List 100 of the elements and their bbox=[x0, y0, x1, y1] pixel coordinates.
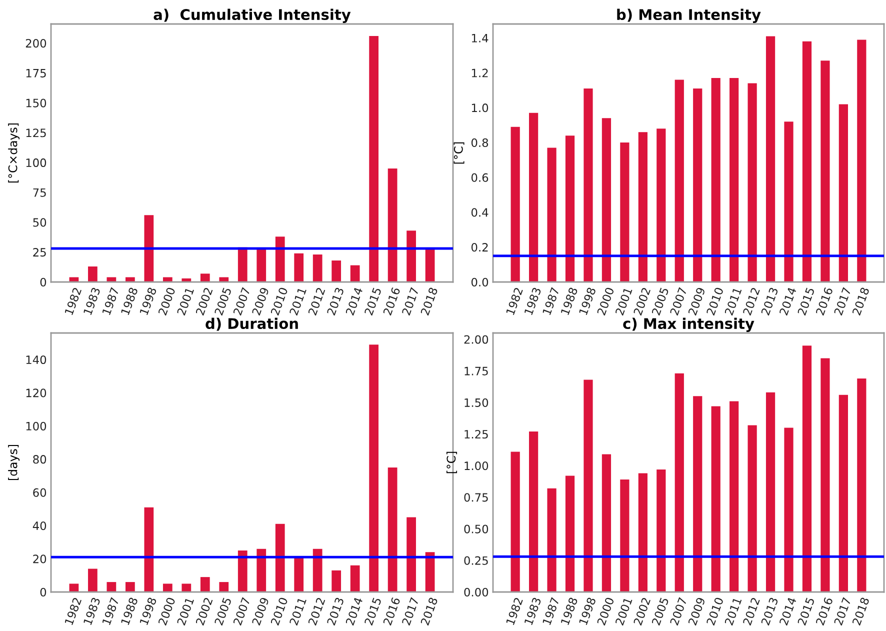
y-tick-label: 1.75 bbox=[464, 366, 488, 376]
x-tick-label: 2012 bbox=[742, 287, 760, 316]
x-tick-label: 2017 bbox=[402, 287, 420, 316]
y-tick-label: 0.8 bbox=[471, 138, 488, 148]
x-tick-label: 2013 bbox=[760, 287, 778, 316]
x-tick-label: 2016 bbox=[382, 286, 400, 316]
x-tick-label: 2005 bbox=[214, 287, 232, 316]
x-tick-label: 2011 bbox=[289, 287, 307, 316]
x-tick-label: 2016 bbox=[382, 596, 400, 626]
x-tick-label: 1988 bbox=[120, 596, 138, 626]
x-tick-label: 2017 bbox=[834, 287, 852, 316]
x-tick-label: 2013 bbox=[326, 287, 344, 316]
x-tick-label: 2005 bbox=[651, 597, 669, 626]
y-axis-title: [°C] bbox=[454, 142, 464, 164]
y-tick-label: 25 bbox=[33, 248, 46, 257]
y-tick-label: 2.00 bbox=[464, 335, 488, 344]
y-tick-label: 0.75 bbox=[464, 493, 488, 502]
x-tick-label: 2012 bbox=[742, 597, 760, 626]
x-tick-label: 1987 bbox=[102, 597, 120, 626]
x-tick-label: 2000 bbox=[596, 596, 614, 626]
y-tick-label: 0 bbox=[40, 278, 46, 286]
x-tick-label: 2001 bbox=[176, 287, 194, 316]
x-tick-label: 2005 bbox=[651, 287, 669, 316]
x-tick-label: 1983 bbox=[83, 597, 100, 626]
x-tick-label: 2010 bbox=[706, 286, 724, 316]
x-tick-label: 1982 bbox=[506, 597, 523, 626]
x-tick-label: 2009 bbox=[252, 596, 270, 626]
x-tick-label: 2011 bbox=[289, 597, 307, 626]
x-tick-label: 2000 bbox=[158, 286, 176, 316]
x-tick-label: 1983 bbox=[524, 287, 542, 316]
x-tick-label: 2012 bbox=[308, 597, 326, 626]
y-tick-label: 0.6 bbox=[471, 173, 488, 182]
x-tick-label: 2015 bbox=[797, 597, 815, 626]
x-tick-label: 2002 bbox=[633, 287, 651, 316]
x-tick-label: 2002 bbox=[633, 597, 651, 626]
x-tick-label: 1998 bbox=[578, 596, 596, 626]
y-tick-label: 60 bbox=[33, 488, 46, 497]
y-tick-label: 175 bbox=[26, 68, 46, 78]
x-tick-label: 2012 bbox=[308, 287, 326, 316]
x-tick-label: 2013 bbox=[326, 597, 344, 626]
x-tick-label: 2011 bbox=[724, 287, 742, 316]
y-tick-label: 75 bbox=[33, 188, 46, 197]
x-tick-label: 1998 bbox=[139, 286, 157, 316]
x-tick-label: 2002 bbox=[195, 287, 213, 316]
chart-title: d) Duration bbox=[206, 318, 298, 331]
x-tick-label: 1983 bbox=[524, 597, 542, 626]
x-tick-label: 2017 bbox=[834, 597, 852, 626]
x-tick-label: 1982 bbox=[506, 287, 523, 316]
x-tick-label: 2014 bbox=[779, 596, 797, 626]
x-tick-label: 2010 bbox=[270, 286, 288, 316]
x-tick-label: 2018 bbox=[852, 596, 870, 626]
x-tick-label: 2009 bbox=[688, 596, 706, 626]
y-tick-label: 1.25 bbox=[464, 430, 488, 439]
y-tick-label: 100 bbox=[26, 158, 46, 168]
chart-title: a) Cumulative Intensity bbox=[154, 8, 351, 23]
x-tick-label: 2000 bbox=[158, 596, 176, 626]
y-tick-label: 100 bbox=[26, 422, 46, 430]
x-tick-label: 2007 bbox=[232, 597, 250, 626]
x-tick-label: 1987 bbox=[542, 597, 560, 626]
x-tick-label: 2018 bbox=[852, 286, 870, 316]
chart-title: c) Max intensity bbox=[623, 318, 754, 332]
x-tick-label: 2007 bbox=[670, 597, 688, 626]
x-tick-label: 2014 bbox=[779, 286, 797, 316]
x-tick-label: 2014 bbox=[345, 596, 363, 626]
y-tick-label: 0.4 bbox=[471, 208, 488, 217]
x-tick-label: 2010 bbox=[270, 596, 288, 626]
y-axis-title: [°C] bbox=[446, 452, 458, 474]
chart-title: b) Mean Intensity bbox=[617, 8, 761, 23]
x-tick-label: 2000 bbox=[596, 286, 614, 316]
y-tick-label: 1.0 bbox=[472, 104, 488, 112]
x-tick-label: 2015 bbox=[364, 287, 382, 316]
x-tick-label: 2001 bbox=[615, 597, 632, 626]
x-tick-label: 1987 bbox=[542, 287, 560, 316]
x-tick-label: 1988 bbox=[560, 596, 578, 626]
x-tick-label: 2001 bbox=[176, 597, 194, 626]
y-tick-label: 40 bbox=[32, 521, 46, 530]
y-tick-label: 200 bbox=[26, 38, 46, 48]
x-tick-label: 2018 bbox=[420, 596, 438, 626]
y-tick-label: 140 bbox=[26, 355, 46, 364]
y-tick-label: 1.2 bbox=[472, 68, 488, 78]
x-tick-label: 2009 bbox=[688, 286, 706, 316]
x-tick-label: 1987 bbox=[102, 287, 120, 316]
y-tick-label: 0.0 bbox=[471, 278, 488, 286]
x-tick-label: 1982 bbox=[64, 287, 82, 316]
x-tick-label: 2015 bbox=[797, 287, 815, 316]
x-tick-label: 1988 bbox=[120, 286, 138, 316]
y-tick-label: 1.4 bbox=[472, 34, 488, 42]
x-tick-label: 2016 bbox=[816, 596, 834, 626]
x-tick-label: 2014 bbox=[345, 286, 363, 316]
y-tick-label: 0.00 bbox=[464, 588, 488, 596]
x-tick-label: 2005 bbox=[214, 597, 232, 626]
x-tick-label: 2013 bbox=[760, 597, 778, 626]
x-tick-label: 2007 bbox=[670, 287, 688, 316]
x-tick-label: 2001 bbox=[615, 287, 632, 316]
y-tick-label: 150 bbox=[26, 98, 46, 108]
x-tick-label: 1998 bbox=[578, 286, 596, 316]
x-tick-label: 2009 bbox=[252, 286, 270, 316]
x-tick-label: 2018 bbox=[420, 286, 438, 316]
y-tick-label: 1.50 bbox=[464, 398, 488, 407]
y-axis-title: [°C×days] bbox=[8, 123, 20, 183]
